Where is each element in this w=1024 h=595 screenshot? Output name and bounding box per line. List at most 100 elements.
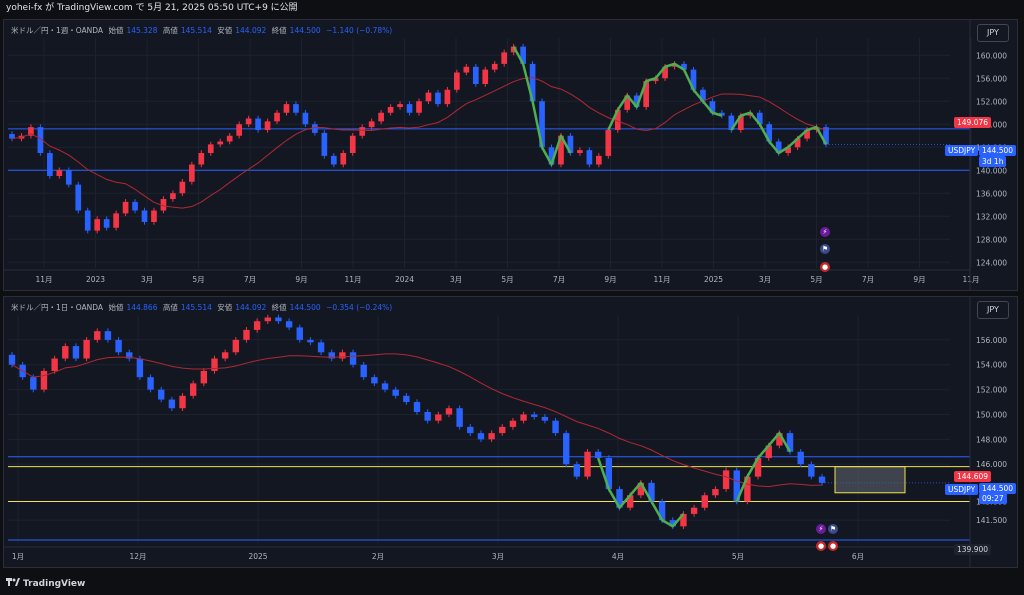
x-tick-label: 11月 [344, 275, 361, 284]
candle-body [147, 377, 154, 390]
candle-body [785, 147, 791, 153]
candle-body [406, 104, 413, 113]
candle-body [328, 352, 335, 359]
candle-body [701, 495, 708, 508]
candle-body [122, 201, 129, 214]
y-tick-label: 152.000 [976, 386, 1007, 395]
candle-body [371, 377, 378, 384]
candle-body [83, 339, 90, 359]
last-price-tag: 144.500 [979, 145, 1017, 156]
candle-body [624, 95, 631, 110]
x-tick-label: 2023 [86, 275, 105, 284]
candle-body [245, 118, 252, 125]
candle-body [312, 124, 318, 133]
candle-body [680, 513, 687, 527]
candle-body [786, 433, 794, 452]
candle-body [51, 358, 58, 371]
ticker-tag: USDJPY [945, 484, 979, 495]
lightning-icon[interactable]: ⚡ [816, 524, 826, 534]
bar-countdown-tag: 09:27 [979, 493, 1007, 504]
wave-drawing [730, 111, 828, 155]
candle-body [808, 464, 815, 477]
candle-body [509, 420, 517, 427]
y-tick-label: 140.000 [976, 166, 1007, 175]
candle-body [577, 150, 583, 153]
event-icon[interactable]: ● [828, 541, 838, 551]
flag-icon[interactable]: ⚑ [820, 244, 830, 254]
candle-body [690, 69, 697, 90]
candle-body [626, 495, 634, 508]
candle-body [8, 354, 16, 365]
candle-body [160, 199, 167, 211]
y-tick-label: 136.000 [976, 189, 1007, 198]
candle-body [456, 408, 463, 427]
candle-body [756, 112, 763, 125]
candle-body [413, 402, 421, 412]
candle-body [302, 112, 309, 125]
candle-body [541, 416, 549, 421]
y-tick-label: 160.000 [976, 51, 1007, 60]
candle-body [179, 181, 186, 194]
x-tick-label: 7月 [862, 275, 874, 284]
daily-chart-svg[interactable]: 156.000 154.000 152.000 150.000 148.000 146.0… [4, 297, 1017, 567]
candle-body [158, 389, 165, 400]
candle-body [62, 346, 69, 359]
candle-body [72, 346, 80, 359]
candle-body [520, 414, 527, 421]
wave-drawing [597, 457, 653, 509]
candle-body [605, 457, 613, 490]
x-tick-label: 1月 [12, 552, 24, 561]
candle-body [463, 66, 470, 73]
candle-body [472, 66, 479, 84]
event-icon[interactable]: ● [820, 262, 830, 272]
weekly-chart-panel[interactable]: 160.000156.000152.000148.000144.000140.0… [3, 19, 1018, 291]
candle-body [136, 358, 144, 378]
x-tick-label: 7月 [244, 275, 256, 284]
daily-chart-header: 米ドル／円・1日・OANDA 始値 144.866 高値 145.514 安値 144… [11, 303, 393, 312]
candle-body [488, 433, 495, 440]
currency-button[interactable]: JPY [977, 301, 1009, 319]
candle-body [200, 370, 208, 384]
y-tick-label: 148.000 [976, 120, 1007, 129]
candle-body [595, 155, 602, 165]
tradingview-logo: TradingView [6, 578, 85, 589]
candle-body [690, 507, 698, 514]
candle-body [510, 46, 517, 53]
x-tick-label: 6月 [852, 552, 864, 561]
x-tick-label: 9月 [604, 275, 616, 284]
candle-body [766, 124, 773, 142]
candle-body [217, 141, 224, 145]
candle-body [236, 124, 243, 136]
candle-body [170, 193, 176, 199]
y-tick-label: 141.500 [976, 516, 1007, 525]
x-tick-label: 3月 [492, 552, 504, 561]
candle-body [360, 364, 367, 378]
event-icon[interactable]: ● [816, 541, 826, 551]
level-price-tag: 149.076 [954, 117, 992, 128]
candle-body [113, 213, 119, 228]
x-tick-label: 2024 [395, 275, 414, 284]
candle-body [274, 112, 280, 122]
candle-body [387, 107, 394, 113]
candle-body [529, 63, 536, 102]
candle-body [37, 127, 44, 153]
candle-body [435, 414, 442, 421]
candle-body [637, 482, 645, 496]
level-price-tag: 144.609 [954, 471, 992, 482]
candle-body [520, 46, 526, 64]
flag-icon[interactable]: ⚑ [828, 524, 838, 534]
candle-body [669, 520, 676, 527]
candle-body [75, 184, 82, 211]
candle-body [349, 352, 357, 365]
weekly-chart-svg[interactable]: 160.000156.000152.000148.000144.000140.0… [4, 20, 1017, 290]
candle-body [339, 352, 346, 359]
candle-body [633, 95, 640, 107]
candle-body [285, 321, 293, 328]
candle-body [754, 457, 762, 477]
daily-chart-panel[interactable]: 156.000 154.000 152.000 150.000 148.000 146.0… [3, 296, 1018, 568]
currency-button[interactable]: JPY [977, 24, 1009, 42]
candle-body [104, 331, 112, 340]
candle-body [198, 153, 205, 165]
lightning-icon[interactable]: ⚡ [820, 227, 830, 237]
candle-body [605, 130, 612, 156]
